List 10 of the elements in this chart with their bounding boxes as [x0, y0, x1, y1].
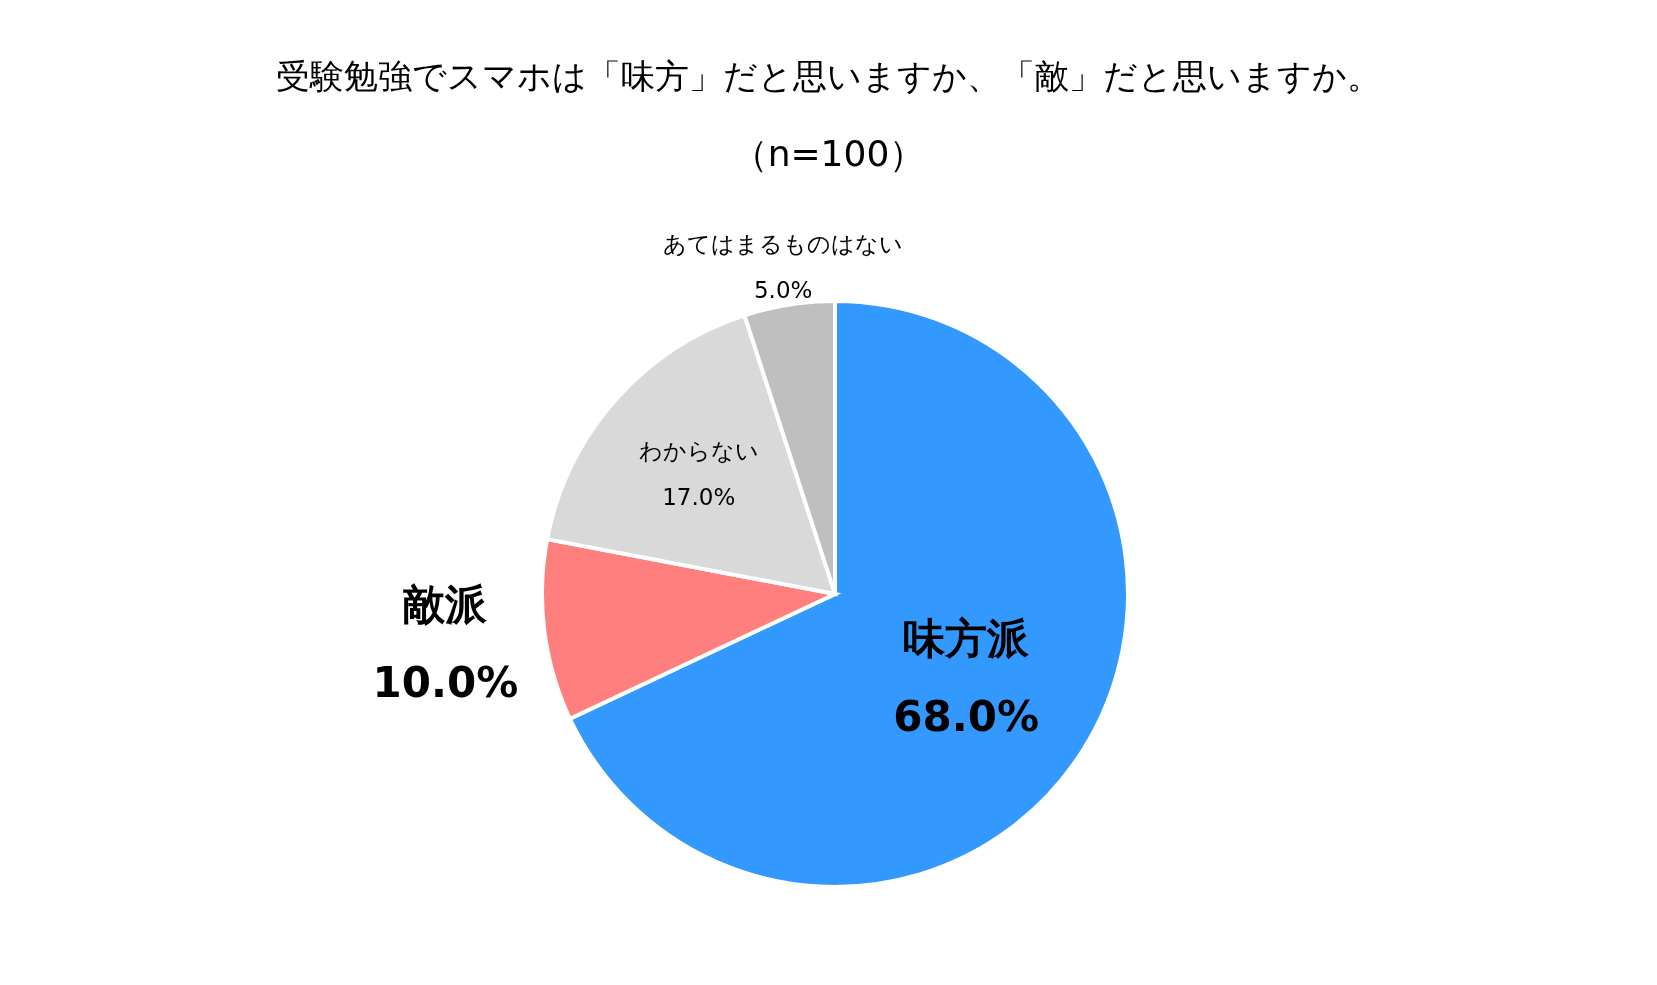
slice-label: わからない — [638, 437, 759, 464]
slice-label: 敵派 — [403, 579, 489, 629]
chart-title: 受験勉強でスマホは「味方」だと思いますか、「敵」だと思いますか。 — [275, 55, 1382, 98]
data-label: 68.0% — [893, 691, 1039, 741]
data-label: 10.0% — [372, 657, 519, 707]
slice-label: 味方派 — [903, 613, 1031, 663]
data-label: 5.0% — [753, 277, 813, 304]
chart-subtitle: （n=100） — [730, 132, 927, 176]
data-label: 17.0% — [662, 483, 736, 510]
slice-label: あてはまるものはない — [663, 231, 904, 258]
